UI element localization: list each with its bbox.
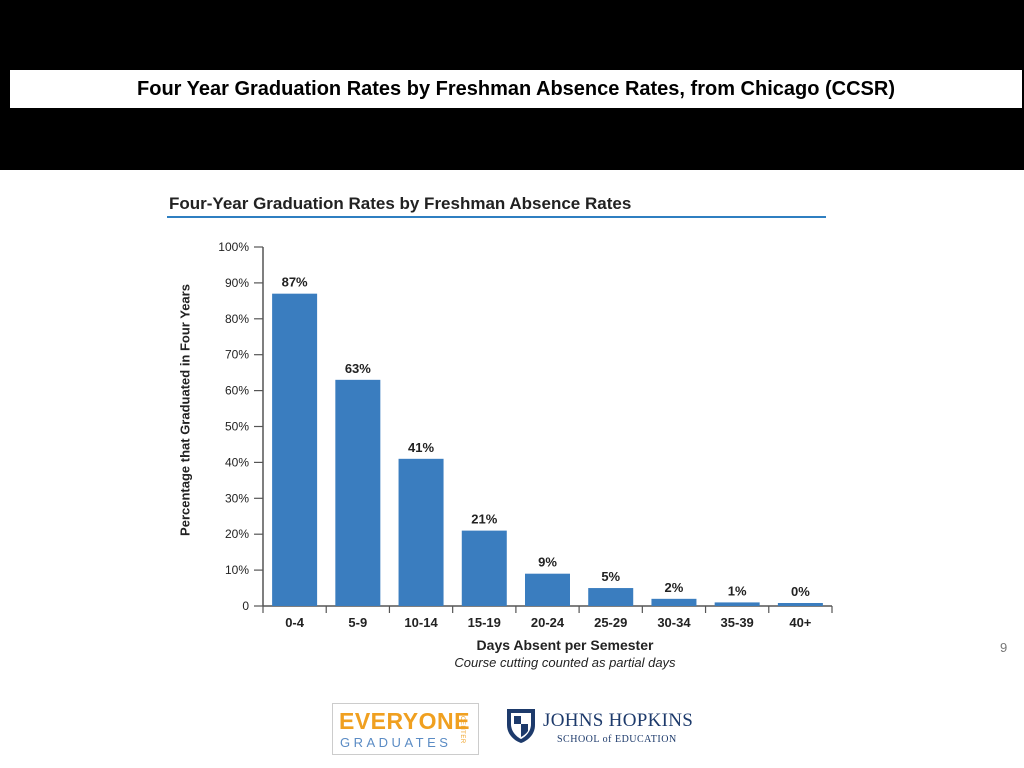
y-tick-label: 40% [225, 455, 249, 469]
bar [651, 598, 697, 606]
y-tick-label: 10% [225, 563, 249, 577]
bar-value-label: 63% [345, 361, 371, 376]
bar-value-label: 5% [601, 569, 620, 584]
bar-value-label: 9% [538, 555, 557, 570]
bar-value-label: 2% [665, 580, 684, 595]
x-tick-label: 10-14 [404, 615, 438, 630]
everyone-graduates-logo-line1: EVERYONE [339, 708, 470, 734]
x-tick-label: 25-29 [594, 615, 627, 630]
x-tick-label: 40+ [789, 615, 811, 630]
everyone-graduates-logo-side: CENTER [459, 716, 465, 744]
bar [588, 588, 634, 606]
y-tick-label: 70% [225, 348, 249, 362]
everyone-graduates-logo: EVERYONE GRADUATES CENTER [332, 703, 479, 755]
x-tick-label: 15-19 [468, 615, 501, 630]
x-tick-label: 0-4 [285, 615, 305, 630]
y-tick-label: 90% [225, 276, 249, 290]
y-tick-label: 80% [225, 312, 249, 326]
x-tick-label: 5-9 [348, 615, 367, 630]
bar [777, 603, 823, 606]
slide-title: Four Year Graduation Rates by Freshman A… [10, 70, 1022, 108]
x-tick-label: 20-24 [531, 615, 565, 630]
chart-title-rule [167, 216, 826, 218]
bar-value-label: 1% [728, 583, 747, 598]
y-tick-label: 0 [242, 599, 249, 613]
bar-chart: 0 10% 20% 30% 40% 50% 60% 70% 80% 90% 100% 87% 0-4 63… [218, 240, 833, 630]
y-tick-label: 100% [218, 240, 249, 254]
y-tick-label: 30% [225, 491, 249, 505]
johns-hopkins-school: SCHOOL of EDUCATION [557, 734, 677, 745]
y-tick-label: 60% [225, 384, 249, 398]
shield-icon [507, 709, 535, 743]
x-tick-label: 35-39 [721, 615, 754, 630]
bar [525, 573, 570, 606]
x-tick-label: 30-34 [657, 615, 691, 630]
johns-hopkins-name: JOHNS HOPKINS [543, 710, 694, 731]
chart-title: Four-Year Graduation Rates by Freshman A… [169, 194, 632, 213]
bar-value-label: 21% [471, 512, 497, 527]
everyone-graduates-logo-line2: GRADUATES [340, 735, 452, 750]
y-tick-label: 20% [225, 527, 249, 541]
johns-hopkins-logo: JOHNS HOPKINS SCHOOL of EDUCATION [505, 707, 695, 749]
x-axis-note: Course cutting counted as partial days [454, 655, 676, 670]
bar [714, 602, 760, 606]
bar-value-label: 87% [282, 275, 308, 290]
x-axis-label: Days Absent per Semester [476, 637, 654, 653]
bar [335, 379, 381, 606]
bar [272, 293, 318, 606]
bar-value-label: 0% [791, 584, 810, 599]
bar [398, 458, 444, 606]
page-number: 9 [1000, 640, 1008, 655]
bar [461, 530, 507, 606]
slide-title-text: Four Year Graduation Rates by Freshman A… [137, 77, 895, 100]
bar-value-label: 41% [408, 440, 434, 455]
y-tick-label: 50% [225, 420, 249, 434]
